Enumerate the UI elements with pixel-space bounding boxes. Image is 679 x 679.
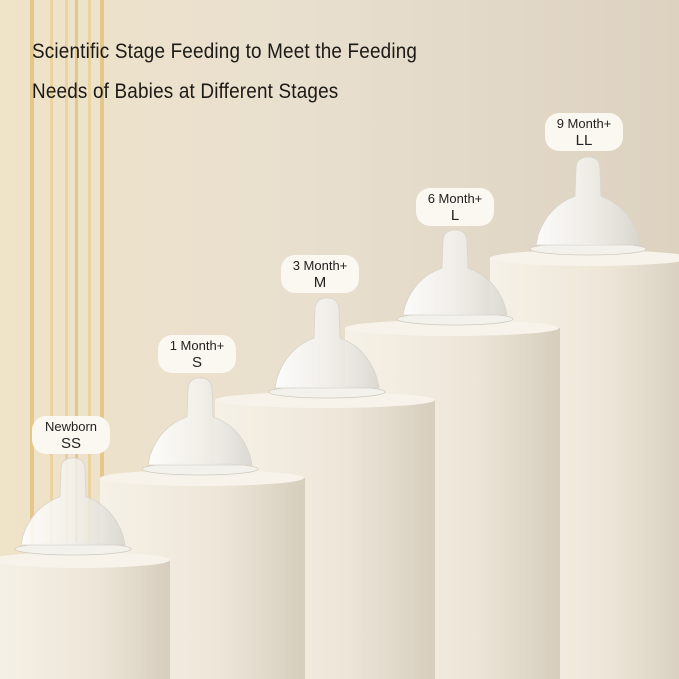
nipple-5	[529, 156, 647, 256]
stage-label-6-month: 6 Month+ L	[416, 188, 494, 226]
stage-size: SS	[60, 435, 81, 452]
stage-size: M	[313, 274, 327, 291]
stage-size: LL	[575, 132, 593, 149]
stage-label-1-month: 1 Month+ S	[158, 335, 236, 373]
stage-size: L	[450, 207, 460, 224]
stage-age: 6 Month+	[427, 191, 483, 206]
headline-line-2: Needs of Babies at Different Stages	[32, 80, 339, 103]
headline-line-1: Scientific Stage Feeding to Meet the Fee…	[32, 40, 418, 63]
stage-label-newborn: Newborn SS	[32, 416, 110, 454]
stage-age: 3 Month+	[292, 258, 348, 273]
nipple-2	[141, 377, 259, 476]
stage-label-3-month: 3 Month+ M	[281, 255, 359, 293]
stage-age: 9 Month+	[556, 116, 612, 131]
nipple-4	[396, 229, 514, 326]
stage-age: 1 Month+	[169, 338, 225, 353]
pedestal-1	[0, 552, 170, 679]
stage-age: Newborn	[44, 419, 98, 434]
stage-size: S	[191, 354, 202, 371]
stage-label-9-month: 9 Month+ LL	[545, 113, 623, 151]
nipple-3	[268, 297, 386, 399]
nipple-1	[14, 457, 132, 556]
decorative-stripes	[30, 0, 104, 679]
